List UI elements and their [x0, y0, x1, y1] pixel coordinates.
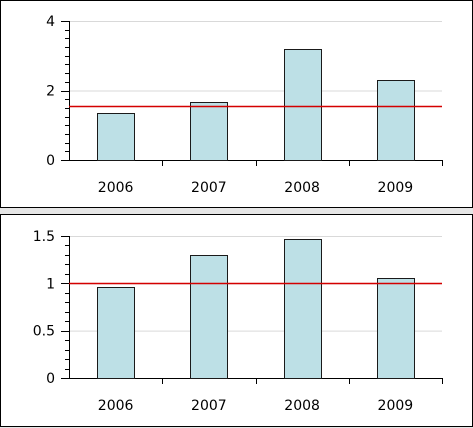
x-tick-label: 2007: [191, 180, 227, 196]
y-tick-label: 1: [46, 276, 55, 292]
y-tick-label: 4: [46, 14, 55, 30]
x-tick-label: 2008: [284, 398, 320, 414]
chart-panel-top: 0 2 4 2006 2007 2008 2009: [0, 0, 473, 208]
bar-2007: [190, 102, 228, 161]
bar-2007: [190, 255, 228, 379]
bar-chart-bottom: 0 0.5 1 1.5 2006 2007 2008 2009: [33, 229, 443, 414]
x-tick-label: 2009: [378, 180, 414, 196]
y-tick-label: 2: [46, 84, 55, 100]
bar-2008: [284, 239, 322, 379]
x-tick-label: 2008: [284, 180, 320, 196]
y-tick-label: 0.5: [33, 324, 55, 340]
x-tick-label: 2007: [191, 398, 227, 414]
bar-2008: [284, 49, 322, 161]
x-tick-label: 2009: [378, 398, 414, 414]
y-tick-label: 0: [46, 371, 55, 387]
bar-2009: [377, 278, 415, 379]
y-tick-label: 0: [46, 153, 55, 169]
chart-panel-bottom: 0 0.5 1 1.5 2006 2007 2008 2009: [0, 214, 473, 427]
x-tick-label: 2006: [98, 180, 134, 196]
y-tick-label: 1.5: [33, 229, 55, 245]
bar-2009: [377, 80, 415, 161]
bar-2006: [97, 287, 135, 379]
bar-chart-top: 0 2 4 2006 2007 2008 2009: [46, 14, 443, 196]
x-tick-label: 2006: [98, 398, 134, 414]
bar-2006: [97, 113, 135, 161]
